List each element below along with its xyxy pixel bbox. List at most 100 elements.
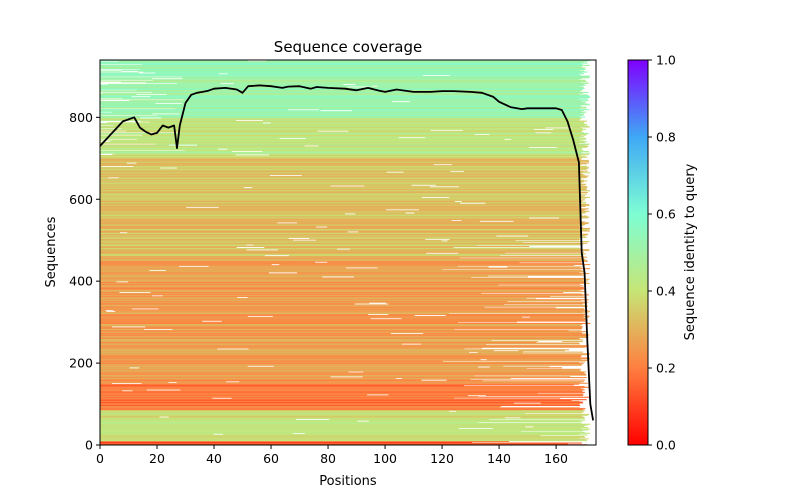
alignment-row (100, 319, 585, 321)
alignment-row (100, 259, 587, 262)
alignment-row (100, 364, 582, 366)
alignment-row (100, 425, 586, 427)
alignment-gap (235, 154, 269, 156)
alignment-row (136, 138, 587, 140)
alignment-row (100, 330, 569, 332)
alignment-row (100, 279, 584, 281)
alignment-row (100, 147, 582, 149)
alignment-row (100, 360, 443, 362)
chart-title: Sequence coverage (274, 38, 422, 56)
alignment-row (100, 217, 589, 219)
alignment-row (100, 238, 580, 240)
alignment-gap (262, 122, 271, 124)
alignment-gap (357, 420, 369, 422)
alignment-row (100, 235, 586, 237)
alignment-gap (212, 397, 232, 399)
alignment-row (152, 91, 589, 94)
alignment-gap (441, 240, 448, 242)
alignment-row (100, 168, 588, 170)
alignment-row (100, 354, 582, 357)
alignment-row (100, 139, 580, 141)
alignment-gap (402, 343, 421, 345)
alignment-row (100, 202, 579, 204)
alignment-row (100, 158, 582, 160)
alignment-row (100, 377, 511, 379)
alignment-row (100, 266, 583, 268)
alignment-row (100, 427, 589, 429)
alignment-row (102, 105, 581, 107)
alignment-row (100, 264, 591, 266)
alignment-row (100, 342, 579, 344)
alignment-row (100, 91, 581, 93)
alignment-row (100, 187, 588, 189)
alignment-row (100, 223, 589, 225)
alignment-row (100, 72, 582, 74)
alignment-row (100, 126, 590, 128)
alignment-gap (317, 130, 349, 132)
alignment-gap (421, 379, 447, 381)
alignment-row (100, 232, 582, 234)
alignment-row (100, 163, 587, 165)
alignment-gap (425, 238, 450, 240)
alignment-row (100, 277, 472, 279)
alignment-row (100, 371, 587, 373)
alignment-row (100, 299, 589, 301)
alignment-gap (287, 109, 319, 111)
alignment-row (100, 386, 585, 388)
alignment-row (100, 221, 585, 223)
alignment-row (100, 282, 585, 284)
alignment-row (185, 150, 584, 152)
colorbar-tick-label: 0.4 (656, 284, 676, 299)
alignment-row (100, 262, 520, 264)
alignment-row (100, 322, 458, 324)
alignment-row (100, 313, 449, 315)
alignment-row (100, 433, 580, 435)
alignment-gap (116, 281, 129, 283)
alignment-row (100, 393, 584, 395)
alignment-row (100, 170, 588, 172)
alignment-row (100, 388, 584, 390)
alignment-row (100, 243, 584, 245)
alignment-row (112, 111, 587, 113)
alignment-row (100, 115, 580, 117)
alignment-row (100, 363, 582, 366)
alignment-row (100, 135, 581, 137)
alignment-gap (522, 316, 530, 318)
alignment-gap (528, 146, 557, 148)
alignment-row (100, 254, 584, 256)
alignment-row (100, 436, 586, 438)
colorbar-tick-label: 0.0 (656, 438, 676, 453)
alignment-gap (213, 433, 224, 435)
alignment-row (100, 368, 581, 370)
alignment-row (100, 236, 582, 238)
alignment-row (100, 288, 585, 290)
alignment-row (100, 96, 590, 98)
alignment-gap (292, 432, 305, 434)
alignment-row (100, 234, 588, 236)
alignment-row (100, 231, 582, 233)
alignment-row (100, 303, 583, 305)
alignment-row (100, 161, 582, 163)
alignment-row (100, 182, 583, 184)
alignment-row (100, 285, 584, 287)
alignment-row (100, 113, 581, 115)
alignment-row (100, 244, 583, 246)
alignment-row (100, 420, 580, 422)
alignment-row (100, 204, 589, 206)
alignment-row (100, 331, 587, 333)
alignment-row (100, 101, 582, 103)
alignment-row (100, 181, 584, 183)
alignment-gap (119, 291, 151, 293)
alignment-row (100, 404, 581, 407)
x-tick-label: 100 (373, 451, 397, 466)
alignment-row (100, 61, 584, 63)
alignment-gap (160, 167, 177, 169)
alignment-row (100, 273, 582, 275)
alignment-gap (320, 110, 352, 112)
alignment-row (100, 119, 580, 121)
alignment-row (100, 305, 588, 307)
alignment-gap (151, 78, 183, 80)
alignment-row (100, 226, 580, 228)
alignment-row (100, 350, 565, 352)
alignment-row (100, 237, 580, 239)
